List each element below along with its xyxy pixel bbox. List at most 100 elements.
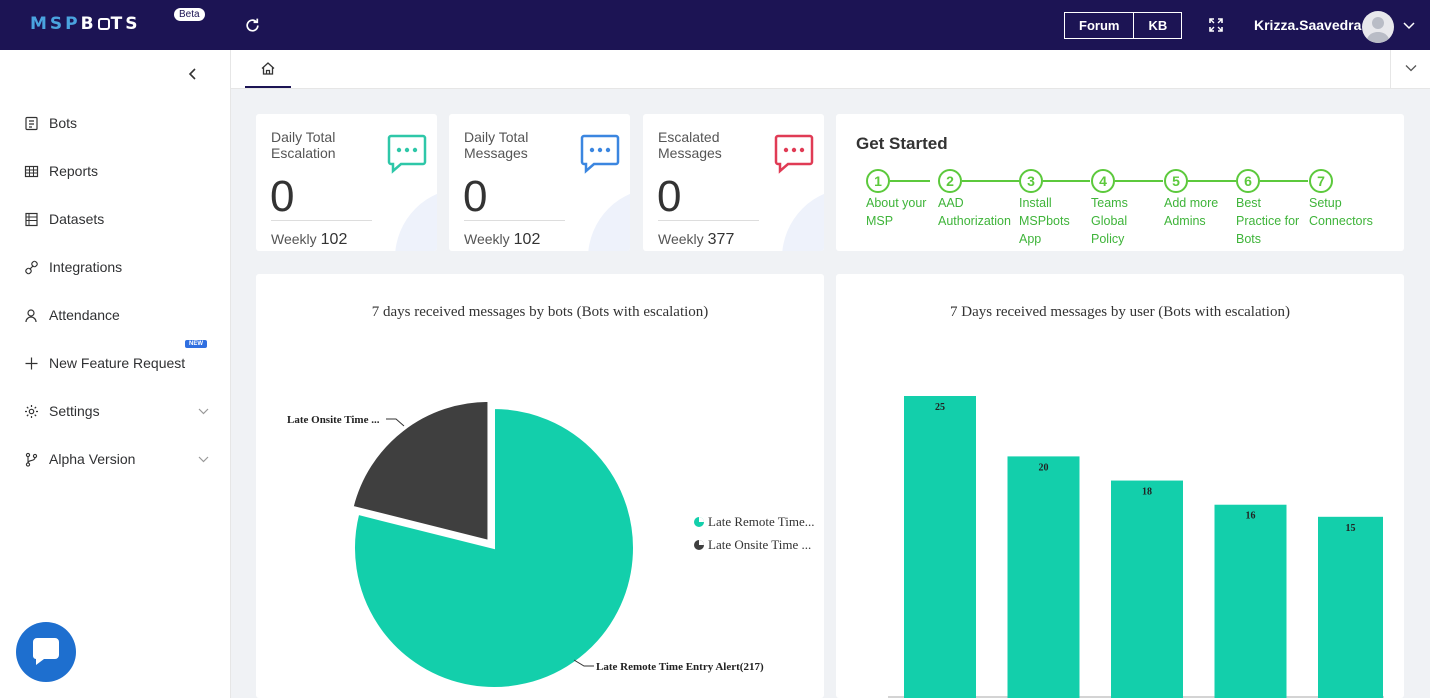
step-connector [1043, 180, 1090, 182]
sidebar-item-new-feature-request[interactable]: New Feature Request NEW [0, 340, 230, 378]
step-number: 6 [1236, 169, 1260, 193]
step-label: Add more Admins [1164, 196, 1219, 228]
step-connector [1260, 180, 1308, 182]
stat-title: Daily Total Messages [464, 129, 529, 161]
stat-weekly: Weekly 377 [658, 231, 735, 248]
bar[interactable] [1007, 456, 1080, 698]
get-started-panel: Get Started 1 About your MSP 2 AAD Autho… [836, 114, 1404, 251]
bar[interactable] [1318, 516, 1383, 698]
bar[interactable] [1111, 480, 1183, 698]
card-decoration [395, 188, 437, 251]
gear-icon [25, 404, 38, 418]
sidebar-item-bots[interactable]: Bots [0, 108, 230, 138]
sidebar-item-attendance[interactable]: Attendance [0, 300, 230, 330]
step-label: AAD Authorization [938, 196, 1011, 228]
chevron-down-icon [1405, 65, 1417, 72]
sidebar: Bots Reports Datasets Integrations Atten… [0, 50, 231, 698]
fullscreen-icon[interactable] [1209, 18, 1223, 32]
chevron-down-icon [198, 408, 209, 415]
stat-title: Escalated Messages [658, 129, 722, 161]
step-number: 1 [866, 169, 890, 193]
plus-icon [25, 357, 38, 369]
step-label: About your MSP [866, 196, 927, 228]
stat-value: 0 [270, 172, 295, 221]
chat-bubble-icon [387, 134, 427, 174]
sidebar-item-alpha-version[interactable]: Alpha Version [0, 444, 230, 474]
sidebar-item-label: Alpha Version [49, 451, 136, 467]
chevron-down-icon [198, 456, 209, 463]
chat-support-button[interactable] [16, 622, 76, 682]
stat-weekly: Weekly 102 [271, 231, 348, 248]
sidebar-item-integrations[interactable]: Integrations [0, 252, 230, 282]
sidebar-item-label: Integrations [49, 259, 123, 275]
table-icon [24, 165, 39, 177]
bar-value-label: 16 [1246, 511, 1256, 522]
legend-item[interactable]: Late Remote Time... [694, 514, 815, 529]
tabs-dropdown[interactable] [1390, 50, 1430, 88]
collapse-sidebar-icon[interactable] [186, 67, 200, 81]
branch-icon [25, 452, 38, 467]
card-decoration [588, 188, 630, 251]
step-connector [1115, 180, 1163, 182]
tab-home[interactable] [245, 50, 291, 88]
chat-icon [33, 638, 59, 665]
chart-title: 7 Days received messages by user (Bots w… [950, 304, 1290, 320]
beta-badge: Beta [174, 8, 205, 21]
divider [271, 220, 372, 221]
step-label: Setup Connectors [1309, 196, 1373, 228]
chart-title: 7 days received messages by bots (Bots w… [371, 304, 709, 320]
avatar[interactable] [1362, 11, 1394, 43]
person-icon [25, 308, 37, 322]
bar-chart-panel: 7 Days received messages by user (Bots w… [836, 274, 1404, 698]
sidebar-item-label: Reports [49, 163, 99, 179]
pie-slice-label: Late Onsite Time ... [287, 414, 380, 426]
weekly-value: 102 [320, 231, 348, 248]
sidebar-item-label: Datasets [49, 211, 105, 227]
stat-card-daily-escalation: Daily Total Escalation 0 Weekly 102 [256, 114, 437, 251]
bar[interactable] [1214, 504, 1287, 698]
username[interactable]: Krizza.Saavedra [1254, 17, 1362, 33]
bar[interactable] [904, 396, 976, 698]
link-icon [25, 260, 38, 274]
bots-icon [25, 116, 38, 130]
step-label: Install MSPbots App [1019, 196, 1070, 246]
divider [658, 220, 759, 221]
step-number: 4 [1091, 169, 1115, 193]
step-connector [890, 180, 930, 182]
dataset-icon [25, 212, 38, 226]
divider [464, 220, 565, 221]
forum-button[interactable]: Forum [1079, 18, 1120, 33]
tabs-bar [231, 50, 1430, 89]
pie-slice[interactable] [353, 406, 635, 689]
get-started-title: Get Started [856, 134, 948, 153]
legend-label: Late Remote Time... [708, 514, 815, 529]
chevron-down-icon[interactable] [1403, 20, 1415, 30]
sidebar-item-label: Settings [49, 403, 100, 419]
pie-slice[interactable] [351, 399, 490, 543]
mspbots-logo[interactable]: MSPB TS [30, 14, 141, 34]
sidebar-item-label: Attendance [49, 307, 120, 323]
new-badge: NEW [185, 340, 207, 348]
legend-swatch-notch [699, 540, 704, 545]
stat-value: 0 [657, 172, 682, 221]
sidebar-item-label: Bots [49, 115, 78, 131]
bar-value-label: 25 [935, 402, 945, 413]
kb-button[interactable]: KB [1133, 13, 1181, 38]
top-bar: MSPB TS Beta Forum KB Krizza.Saavedra [0, 0, 1430, 50]
step-number: 5 [1164, 169, 1188, 193]
step-connector [1188, 180, 1236, 182]
weekly-value: 102 [513, 231, 541, 248]
bar-chart: 25 20 18 16 15 [888, 396, 1384, 698]
sidebar-item-reports[interactable]: Reports [0, 156, 230, 186]
stat-weekly: Weekly 102 [464, 231, 541, 248]
label-leader-line [573, 659, 594, 667]
step-number: 2 [938, 169, 962, 193]
sidebar-item-datasets[interactable]: Datasets [0, 204, 230, 234]
step-number: 3 [1019, 169, 1043, 193]
sidebar-item-settings[interactable]: Settings [0, 396, 230, 426]
stat-value: 0 [463, 172, 488, 221]
chat-bubble-icon [774, 134, 814, 174]
refresh-icon[interactable] [244, 17, 261, 34]
legend-item[interactable]: Late Onsite Time ... [694, 537, 811, 552]
bar-value-label: 15 [1346, 523, 1356, 534]
